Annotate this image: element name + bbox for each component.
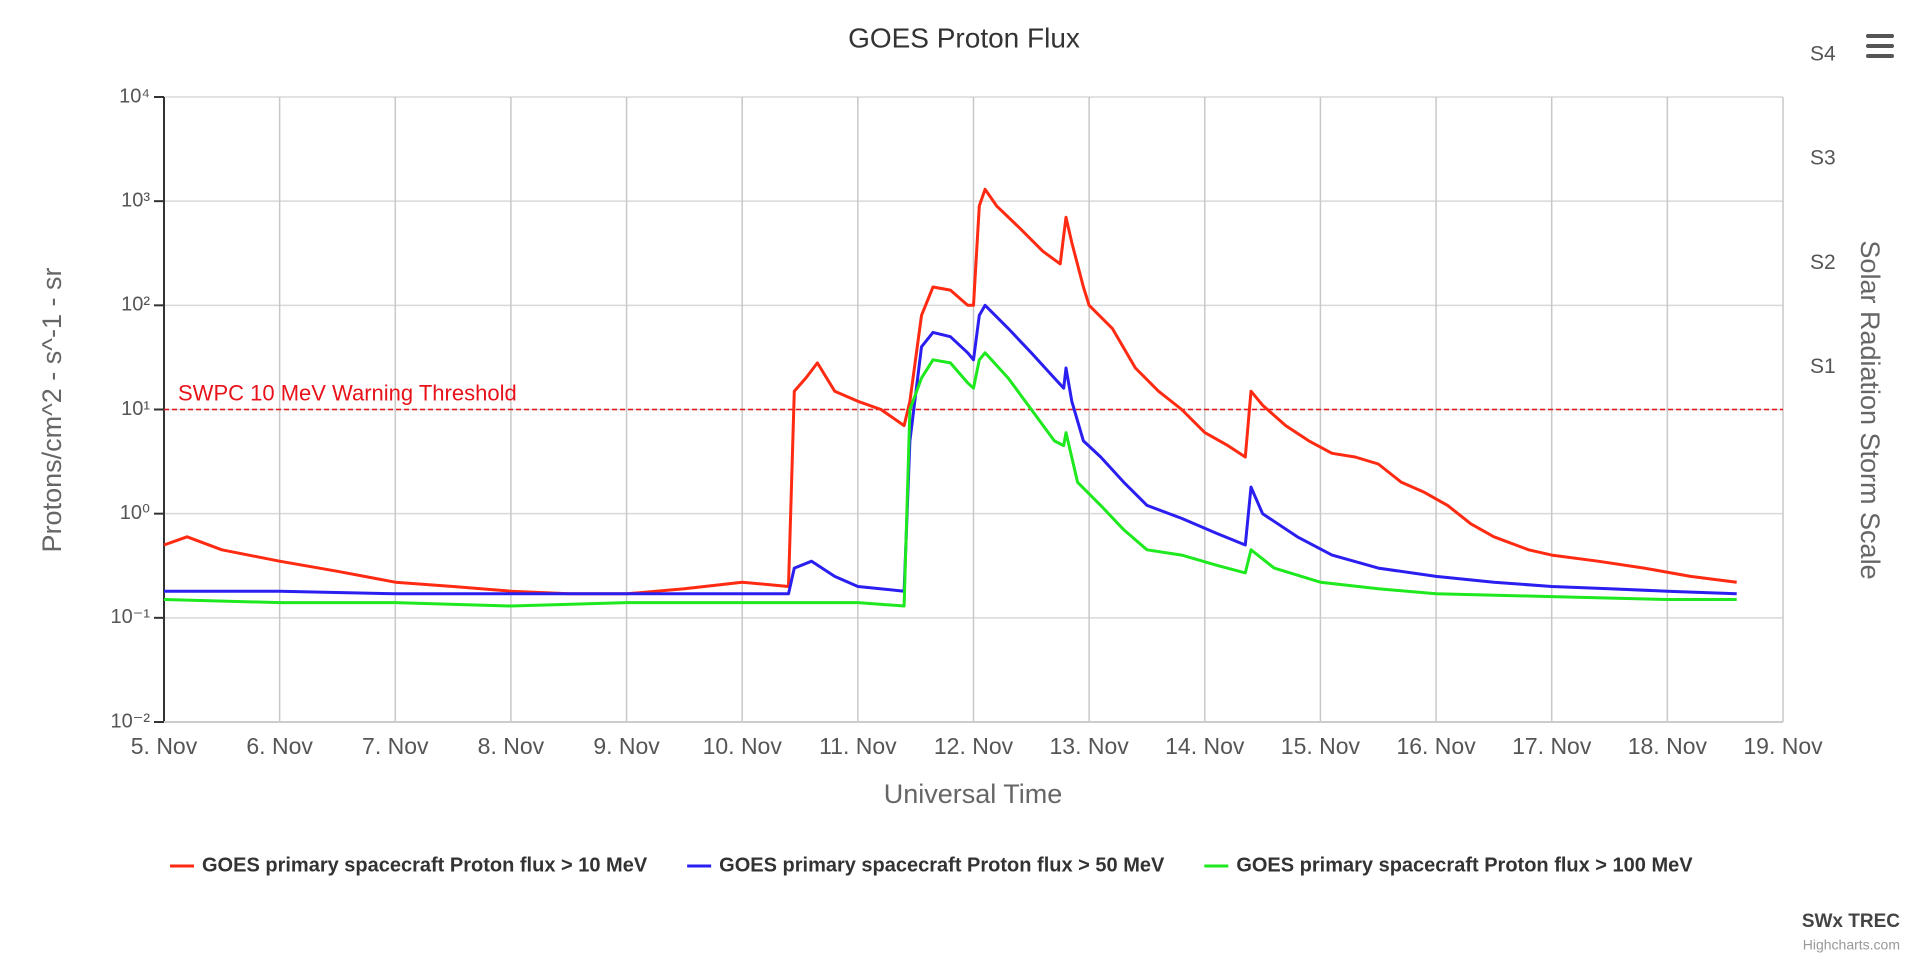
x-tick-label: 10. Nov — [703, 733, 783, 759]
menu-bar — [1866, 44, 1894, 48]
series-line — [163, 351, 1737, 608]
x-tick-label: 5. Nov — [131, 733, 198, 759]
y-tick-label: 10¹ — [121, 398, 150, 420]
x-tick-label: 12. Nov — [934, 733, 1014, 759]
y-tick-label: 10³ — [121, 189, 150, 211]
threshold-label: SWPC 10 MeV Warning Threshold — [178, 380, 517, 405]
series-line — [164, 303, 1737, 596]
menu-bar — [1866, 34, 1894, 38]
x-axis-title: Universal Time — [884, 779, 1063, 809]
x-tick-label: 14. Nov — [1165, 733, 1245, 759]
x-tick-label: 6. Nov — [246, 733, 313, 759]
y2-tick-label: S3 — [1810, 147, 1836, 170]
x-tick-label: 19. Nov — [1743, 733, 1823, 759]
x-tick-label: 8. Nov — [478, 733, 545, 759]
chart-title: GOES Proton Flux — [848, 22, 1080, 53]
x-tick-label: 11. Nov — [819, 733, 897, 759]
y-tick-label: 10⁻¹ — [111, 606, 151, 628]
x-tick-label: 15. Nov — [1281, 733, 1361, 759]
credit: SWx TREC — [1802, 911, 1900, 932]
x-tick-label: 18. Nov — [1628, 733, 1708, 759]
legend-label: GOES primary spacecraft Proton flux > 10… — [202, 854, 648, 876]
x-tick-label: 13. Nov — [1050, 733, 1130, 759]
y-tick-label: 10² — [121, 294, 150, 316]
legend-label: GOES primary spacecraft Proton flux > 10… — [1236, 854, 1693, 876]
y2-tick-label: S2 — [1810, 251, 1836, 274]
x-tick-label: 7. Nov — [362, 733, 429, 759]
x-tick-label: 16. Nov — [1396, 733, 1476, 759]
y2-tick-label: S4 — [1810, 43, 1836, 66]
legend-item[interactable]: GOES primary spacecraft Proton flux > 10… — [1204, 854, 1693, 876]
series-line — [163, 187, 1737, 596]
y-tick-label: 10⁻² — [111, 710, 151, 732]
legend-item[interactable]: GOES primary spacecraft Proton flux > 50… — [687, 854, 1165, 876]
y-tick-label: 10⁰ — [120, 502, 150, 524]
x-tick-label: 17. Nov — [1512, 733, 1592, 759]
y-tick-label: 10⁴ — [119, 85, 150, 107]
x-tick-label: 9. Nov — [593, 733, 660, 759]
menu-bar — [1866, 54, 1894, 58]
y2-tick-label: S1 — [1810, 355, 1836, 378]
legend-label: GOES primary spacecraft Proton flux > 50… — [719, 854, 1165, 876]
y-axis-title: Protons/cm^2 - s^-1 - sr — [37, 268, 67, 553]
menu-button[interactable] — [1866, 34, 1894, 58]
credit[interactable]: Highcharts.com — [1803, 937, 1900, 953]
y2-axis-title: Solar Radiation Storm Scale — [1855, 240, 1885, 579]
legend-item[interactable]: GOES primary spacecraft Proton flux > 10… — [170, 854, 648, 876]
